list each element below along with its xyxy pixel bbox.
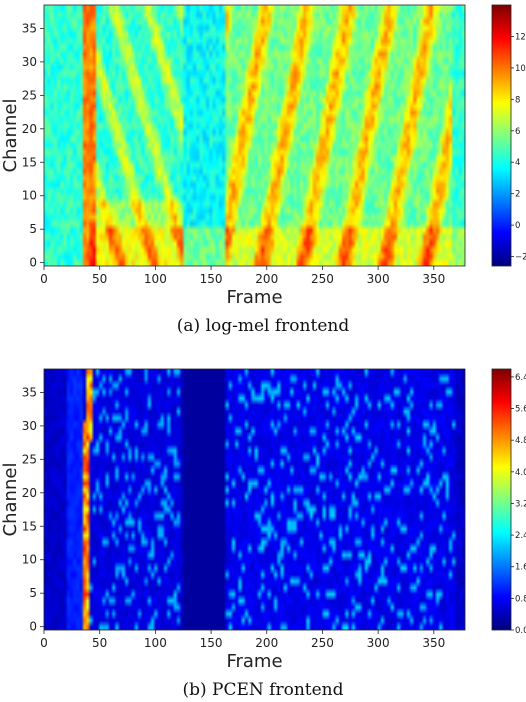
colorbar-tick-label: 1.6: [515, 563, 526, 573]
x-tick-label: 350: [422, 272, 445, 286]
caption-log-mel: (a) log-mel frontend: [176, 316, 350, 336]
x-tick-label: 50: [92, 636, 107, 650]
x-axis-label: Frame: [226, 651, 282, 672]
y-tick-label: 25: [22, 88, 37, 102]
colorbar-tick-label: 10: [515, 64, 526, 74]
x-tick-label: 0: [40, 272, 48, 286]
x-tick-label: 200: [255, 272, 278, 286]
y-tick-label: 5: [29, 586, 37, 600]
colorbar-tick-label: 12: [515, 32, 526, 42]
plot-frame: [43, 4, 466, 267]
y-tick-label: 0: [29, 620, 37, 634]
colorbar-tick-label: 2.4: [515, 531, 526, 541]
heatmap-image: [44, 369, 465, 630]
x-tick-label: 100: [144, 636, 167, 650]
colorbar-tick-label: 8: [515, 95, 520, 105]
colorbar-frame: [491, 4, 512, 267]
y-tick-label: 35: [22, 21, 37, 35]
x-tick-label: 250: [311, 272, 334, 286]
y-tick-label: 20: [22, 122, 37, 136]
x-tick-label: 100: [144, 272, 167, 286]
colorbar-tick-label: 6.4: [515, 373, 526, 383]
y-tick-label: 25: [22, 452, 37, 466]
y-tick-label: 10: [22, 553, 37, 567]
colorbar-frame: [491, 368, 512, 631]
panel-log-mel: 0 50 100 150 200 250 300 35005101520253035Frame…: [0, 4, 526, 308]
colorbar-tick-label: 6: [515, 127, 520, 137]
y-axis-label: Channel: [0, 99, 21, 173]
x-tick-label: 150: [200, 636, 223, 650]
y-tick-label: 20: [22, 486, 37, 500]
colorbar-tick-label: 0: [515, 221, 520, 231]
panel-pcen: 0 50 100 150 200 250 300 350 0 5 10 15 20 25 30 35 Frame…: [0, 368, 526, 672]
y-tick-label: 15: [22, 519, 37, 533]
x-tick-label: 250: [311, 636, 334, 650]
x-tick-label: 200: [255, 636, 278, 650]
colorbar: [492, 5, 511, 266]
x-tick-label: 0: [40, 636, 48, 650]
colorbar-tick-label: 4.0: [515, 468, 526, 478]
colorbar-tick-label: 4.8: [515, 436, 526, 446]
colorbar-tick-label: 4: [515, 158, 520, 168]
x-axis-label: Frame: [226, 287, 282, 308]
heatmap-image: [44, 5, 465, 266]
colorbar-tick-label: −2: [515, 253, 526, 263]
x-tick-label: 350: [422, 636, 445, 650]
x-tick-label: 300: [367, 636, 390, 650]
y-tick-label: 5: [29, 222, 37, 236]
colorbar-tick-label: 0.0: [515, 626, 526, 636]
y-tick-label: 15: [22, 155, 37, 169]
colorbar-tick-label: 2: [515, 190, 520, 200]
y-tick-label: 35: [22, 385, 37, 399]
colorbar-tick-label: 0.8: [515, 594, 526, 604]
y-tick-label: 30: [22, 55, 37, 69]
plot-frame: [43, 368, 466, 631]
y-tick-label: 10: [22, 189, 37, 203]
y-tick-label: 30: [22, 419, 37, 433]
x-tick-label: 150: [200, 272, 223, 286]
x-tick-label: 300: [367, 272, 390, 286]
x-tick-label: 50: [92, 272, 107, 286]
colorbar-tick-label: 3.2: [515, 499, 526, 509]
colorbar-tick-label: 5.6: [515, 405, 526, 415]
colorbar: [492, 369, 511, 630]
y-axis-label: Channel: [0, 463, 21, 537]
y-tick-label: 0: [29, 256, 37, 270]
caption-pcen: (b) PCEN frontend: [182, 680, 344, 700]
